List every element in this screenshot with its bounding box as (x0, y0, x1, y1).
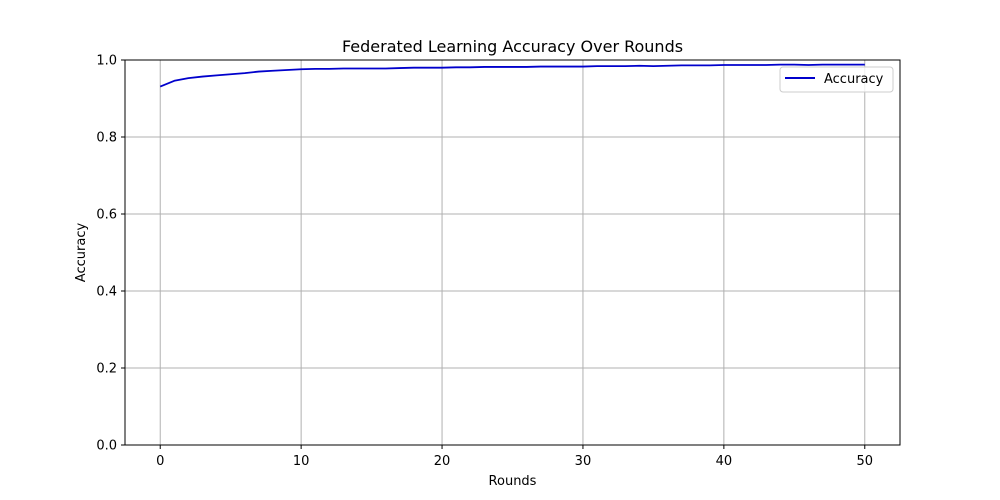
legend-label-accuracy: Accuracy (824, 72, 884, 87)
y-axis-label: Accuracy (74, 223, 89, 283)
plot-frame (124, 59, 901, 446)
x-tick-label: 30 (575, 454, 592, 469)
series-line-accuracy (159, 63, 865, 88)
series-layer (159, 63, 865, 88)
x-tick-label: 40 (716, 454, 733, 469)
chart-title: Federated Learning Accuracy Over Rounds (342, 37, 683, 56)
x-tick-label: 0 (156, 454, 164, 469)
ticks: 0 10 20 30 40 50 0.0 0.2 0.4 0.6 0.8 1.0 (96, 54, 873, 470)
x-tick-label: 20 (434, 454, 451, 469)
y-tick-label: 1.0 (96, 54, 117, 69)
grid (125, 59, 900, 446)
x-tick-label: 10 (293, 454, 310, 469)
y-tick-label: 0.0 (96, 439, 117, 454)
y-tick-label: 0.4 (96, 285, 117, 300)
y-tick-label: 0.8 (96, 131, 117, 146)
y-tick-label: 0.2 (96, 362, 117, 377)
x-tick-label: 50 (856, 454, 873, 469)
x-axis-label: Rounds (489, 474, 537, 489)
y-tick-label: 0.6 (96, 208, 117, 223)
legend: Accuracy (779, 66, 894, 93)
legend-box (779, 66, 894, 93)
